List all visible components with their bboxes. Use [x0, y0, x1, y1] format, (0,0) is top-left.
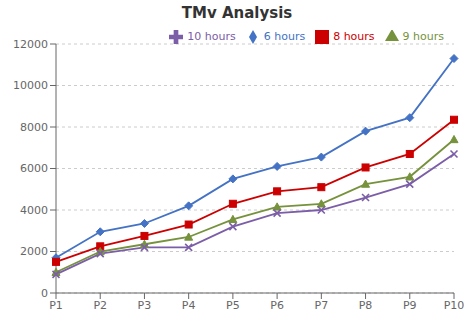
- svg-text:P10: P10: [444, 299, 465, 312]
- html-text:8 hours: 8 hours: [333, 30, 375, 43]
- svg-text:P6: P6: [270, 299, 284, 312]
- html-text:6 hours: 6 hours: [263, 30, 306, 43]
- html-text:9 hours: 9 hours: [402, 30, 444, 43]
- svg-text:4000: 4000: [20, 204, 48, 217]
- svg-text:P9: P9: [403, 299, 417, 312]
- svg-text:P2: P2: [93, 299, 107, 312]
- svg-text:P8: P8: [359, 299, 373, 312]
- svg-text:0: 0: [41, 287, 48, 300]
- svg-text:8000: 8000: [20, 121, 48, 134]
- svg-text:P4: P4: [182, 299, 196, 312]
- svg-text:P1: P1: [49, 299, 63, 312]
- svg-text:P7: P7: [315, 299, 329, 312]
- svg-text:2000: 2000: [20, 245, 48, 258]
- html-text:TMv Analysis: TMv Analysis: [181, 4, 293, 22]
- svg-text:10000: 10000: [13, 79, 48, 92]
- html-text:10 hours: 10 hours: [187, 30, 236, 43]
- svg-text:P5: P5: [226, 299, 240, 312]
- svg-text:12000: 12000: [13, 38, 48, 51]
- svg-text:P3: P3: [138, 299, 152, 312]
- svg-text:6000: 6000: [20, 162, 48, 175]
